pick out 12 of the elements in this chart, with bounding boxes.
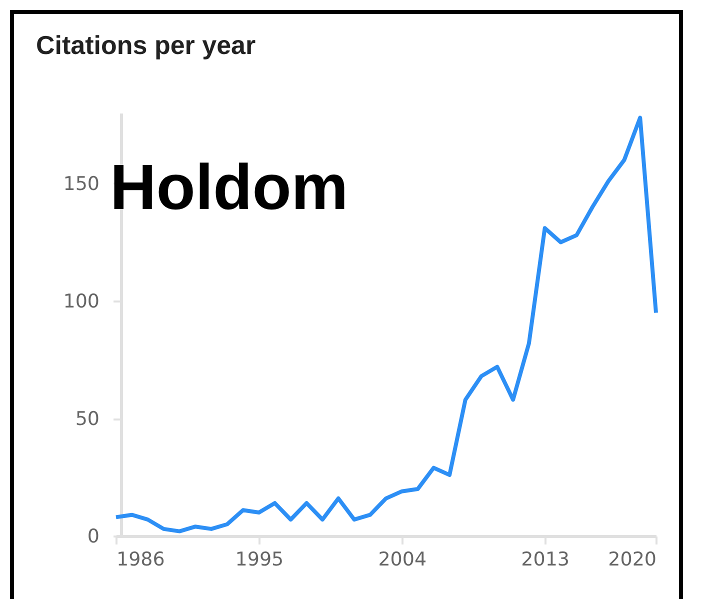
y-tick-label: 150 <box>63 173 100 195</box>
x-tick-label: 1995 <box>235 548 284 570</box>
y-tick-label: 50 <box>75 408 100 430</box>
x-tick-label: 1986 <box>116 548 165 570</box>
x-tick-label: 2013 <box>521 548 570 570</box>
x-tick-label: 2020 <box>608 548 656 570</box>
chart-title: Citations per year <box>36 30 256 61</box>
y-tick-label: 100 <box>63 290 100 312</box>
line-series <box>114 116 658 534</box>
y-tick-label: 0 <box>87 526 100 548</box>
x-tick-label: 2004 <box>378 548 427 570</box>
annotation: Holdom <box>110 150 348 224</box>
